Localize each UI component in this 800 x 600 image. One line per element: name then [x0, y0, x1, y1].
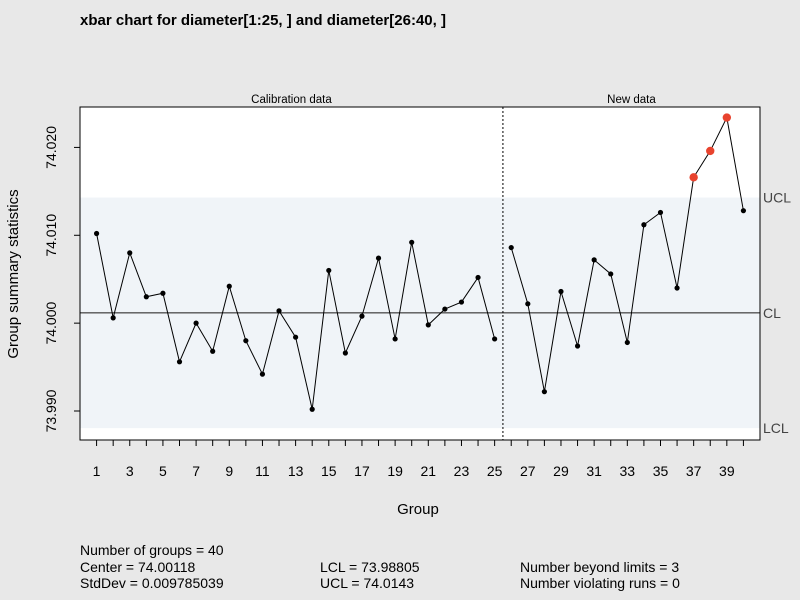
data-point [492, 336, 498, 342]
limit-label-ucl: UCL [763, 189, 791, 205]
data-point [425, 322, 431, 328]
x-tick-label: 31 [586, 463, 602, 479]
phase-label: New data [607, 94, 656, 106]
stat-blank [320, 542, 420, 559]
data-point [458, 299, 465, 305]
data-point [176, 359, 183, 365]
stat-violating-runs: Number violating runs = 0 [520, 575, 680, 591]
data-point [309, 406, 315, 412]
data-point [442, 306, 448, 312]
data-point [624, 339, 630, 346]
data-point [657, 209, 664, 216]
data-point [392, 336, 398, 342]
data-point [475, 274, 481, 281]
violation-point [706, 146, 715, 156]
phase-label: Calibration data [251, 94, 332, 106]
chart-title: xbar chart for diameter[1:25, ] and diam… [80, 12, 446, 29]
limit-label-cl: CL [763, 305, 781, 321]
x-tick-label: 3 [126, 463, 134, 479]
data-point [641, 222, 647, 228]
stat-number-of-groups: Number of groups = 40 [80, 542, 224, 558]
data-point [293, 334, 299, 340]
x-tick-label: 19 [387, 463, 403, 479]
violation-point [689, 173, 698, 182]
stat-beyond-limits: Number beyond limits = 3 [520, 558, 680, 575]
y-tick-label: 74.010 [43, 214, 59, 257]
data-point [558, 288, 564, 295]
stat-ucl: UCL = 74.0143 [320, 575, 415, 591]
data-point [110, 315, 116, 321]
data-point [226, 283, 232, 289]
data-point [574, 343, 581, 349]
xbar-chart: xbar chart for diameter[1:25, ] and diam… [5, 12, 791, 518]
x-tick-label: 39 [719, 463, 735, 479]
x-tick-label: 1 [93, 463, 101, 479]
y-axis-label: Group summary statistics [5, 189, 22, 358]
plot-frame [79, 106, 761, 441]
data-point [193, 320, 199, 326]
data-point [93, 230, 100, 237]
stats-column-1: Number of groups = 40 Center = 74.00118 … [80, 542, 224, 592]
x-tick-label: 5 [159, 463, 167, 479]
data-point [375, 255, 382, 261]
x-tick-label: 11 [255, 463, 270, 479]
x-tick-label: 37 [686, 463, 702, 479]
data-point [740, 208, 747, 214]
data-point [127, 250, 133, 256]
data-point [276, 308, 282, 314]
x-tick-label: 25 [487, 463, 503, 479]
x-tick-label: 13 [288, 463, 304, 479]
data-point [160, 290, 166, 296]
x-axis-label: Group [397, 501, 439, 518]
data-point [674, 285, 680, 291]
x-tick-label: 9 [225, 463, 233, 479]
x-tick-label: 21 [421, 463, 437, 479]
data-point [541, 389, 547, 395]
data-point [525, 301, 531, 307]
data-point [326, 267, 332, 274]
data-point [342, 350, 348, 356]
x-tick-label: 17 [354, 463, 370, 479]
y-tick-label: 74.000 [43, 302, 59, 345]
data-point [608, 271, 614, 277]
data-point [143, 294, 149, 300]
stat-blank [520, 542, 680, 559]
stat-lcl: LCL = 73.98805 [320, 558, 420, 575]
stat-center: Center = 74.00118 [80, 558, 196, 575]
x-tick-label: 7 [192, 463, 200, 479]
y-tick-label: 73.990 [43, 389, 59, 432]
stats-column-2: LCL = 73.98805 UCL = 74.0143 [320, 542, 420, 592]
x-tick-label: 35 [653, 463, 669, 479]
x-tick-label: 15 [321, 463, 337, 479]
data-point [359, 313, 365, 319]
limit-label-lcl: LCL [763, 420, 789, 436]
x-tick-label: 33 [620, 463, 636, 479]
data-point [591, 257, 597, 263]
violation-point [722, 113, 732, 122]
data-point [210, 348, 216, 354]
data-point [508, 244, 514, 251]
stat-stddev: StdDev = 0.009785039 [80, 575, 224, 591]
data-point [259, 371, 266, 377]
x-tick-label: 27 [520, 463, 536, 479]
data-point [409, 239, 415, 245]
stats-column-3: Number beyond limits = 3 Number violatin… [520, 542, 680, 592]
data-point [243, 338, 249, 344]
x-tick-label: 29 [553, 463, 569, 479]
y-tick-label: 74.020 [43, 126, 59, 169]
x-tick-label: 23 [454, 463, 470, 479]
